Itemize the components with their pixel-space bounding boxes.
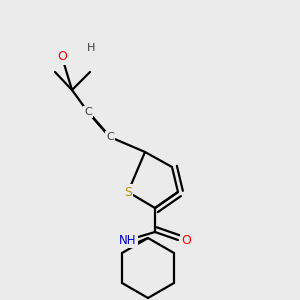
Text: O: O	[181, 233, 191, 247]
Text: S: S	[124, 185, 132, 199]
Text: NH: NH	[119, 233, 137, 247]
Text: C: C	[106, 132, 114, 142]
Text: C: C	[84, 107, 92, 117]
Text: H: H	[87, 43, 95, 53]
Text: O: O	[57, 50, 67, 64]
